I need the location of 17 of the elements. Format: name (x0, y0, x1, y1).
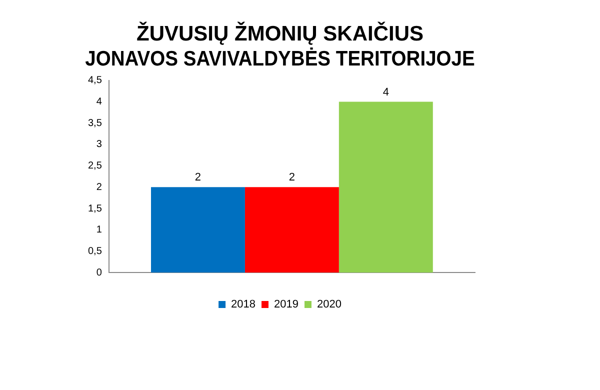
legend-label: 2020 (316, 298, 342, 311)
data-label: 2 (288, 172, 296, 184)
data-label: 4 (382, 86, 389, 98)
y-tick-label: 3 (96, 139, 102, 150)
chart-title: ŽUVUSIŲ ŽMONIŲ SKAIČIUS JONAVOS SAVIVALDYBĖS TERITORIJOJE (85, 21, 475, 71)
legend-label: 2018 (231, 298, 256, 311)
y-tick-label: 2,5 (88, 160, 102, 172)
y-tick-label: 4 (96, 96, 102, 108)
y-tick-label: 3,5 (88, 118, 102, 129)
legend-label: 2019 (274, 298, 298, 311)
y-tick-label: 4,5 (88, 75, 102, 86)
y-tick-label: 1,5 (88, 203, 102, 214)
y-tick-label: 0,5 (88, 246, 102, 257)
y-tick-label: 1 (96, 224, 102, 236)
y-tick-label: 2 (96, 182, 102, 193)
data-label: 2 (194, 172, 202, 184)
y-tick-label: 0 (96, 267, 102, 278)
